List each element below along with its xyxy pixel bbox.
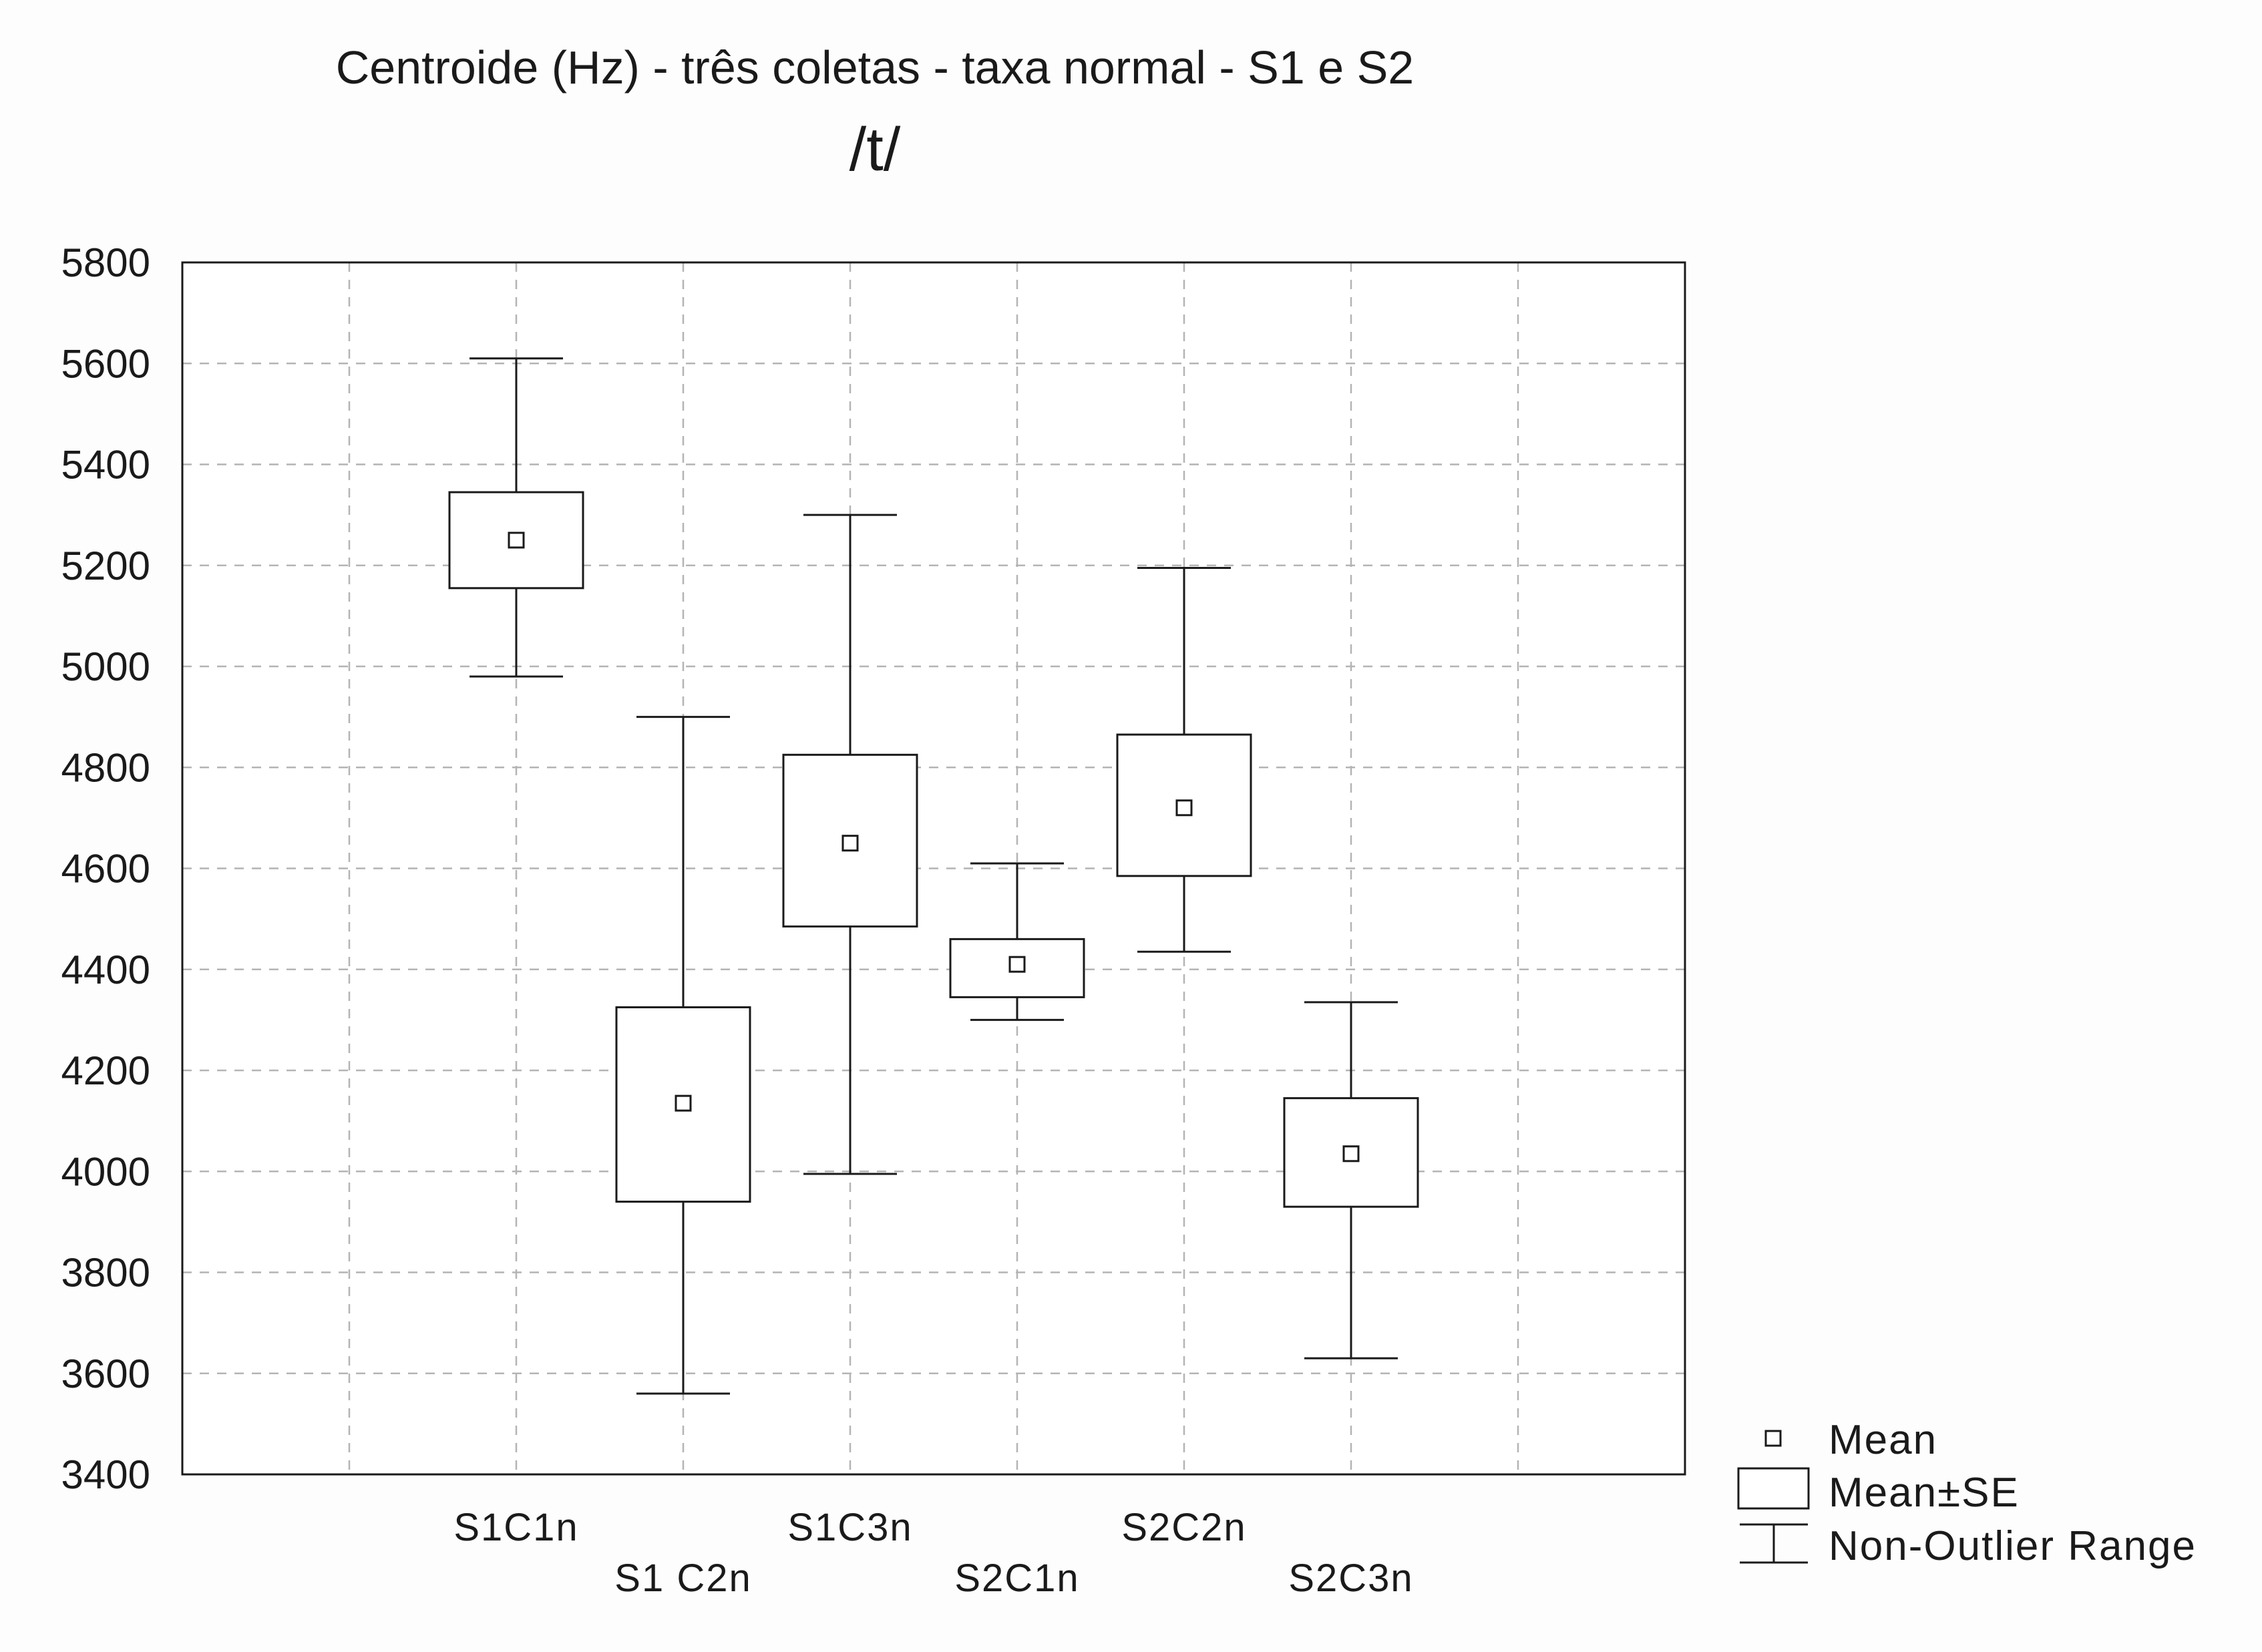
mean-marker (1342, 1145, 1360, 1163)
mean-marker (1008, 956, 1026, 973)
box-group (949, 862, 1085, 1021)
mean-marker (508, 532, 525, 549)
y-tick-label: 4600 (61, 847, 150, 891)
boxes-layer (448, 357, 1419, 1395)
plot-frame (181, 261, 1686, 1476)
legend-mean-marker (1764, 1430, 1782, 1447)
y-tick-label: 4400 (61, 948, 150, 992)
x-category-label: S2C3n (1288, 1557, 1413, 1600)
mean-marker (841, 835, 859, 852)
legend-label-mean: Mean (1829, 1417, 1937, 1463)
legend-range-marker (1740, 1523, 1808, 1564)
x-category-label: S1 C2n (614, 1557, 751, 1600)
chart-title: Centroide (Hz) - três coletas - taxa nor… (336, 41, 1414, 93)
y-tick-label: 5400 (61, 443, 150, 487)
grid-lines (182, 262, 1685, 1474)
legend-label-se: Mean±SE (1829, 1470, 2020, 1516)
y-tick-label: 5000 (61, 644, 150, 689)
box-group (615, 716, 751, 1395)
y-tick-label: 3800 (61, 1251, 150, 1295)
y-tick-label: 4000 (61, 1149, 150, 1194)
y-tick-label: 3400 (61, 1452, 150, 1497)
legend: Mean Mean±SE Non-Outlier Range (1737, 1417, 2197, 1569)
y-tick-label: 5200 (61, 544, 150, 588)
legend-se-box-marker (1737, 1467, 1810, 1510)
x-category-label: S2C2n (1121, 1506, 1246, 1549)
chart-subtitle: /t/ (850, 116, 901, 184)
y-tick-label: 4200 (61, 1048, 150, 1093)
box-group (782, 513, 918, 1175)
mean-marker (1175, 799, 1193, 817)
x-category-label: S1C3n (787, 1506, 912, 1549)
legend-label-range: Non-Outlier Range (1829, 1523, 2197, 1569)
se-box (1116, 733, 1252, 877)
y-tick-label: 4800 (61, 745, 150, 790)
box-group (1283, 1001, 1419, 1360)
se-box (448, 491, 584, 590)
y-tick-label: 5800 (61, 240, 150, 285)
box-group (1116, 567, 1252, 953)
box-group (448, 357, 584, 678)
y-axis-tick-labels: 3400 3600 3800 4000 4200 4400 4600 4800 5000 5200… (61, 240, 150, 1497)
mean-marker (675, 1094, 692, 1112)
x-category-label: S1C1n (453, 1506, 578, 1549)
x-axis-category-labels: S1C1n S1 C2n S1C3n S2C1n S2C2n S2C3n (453, 1506, 1413, 1600)
y-tick-label: 3600 (61, 1352, 150, 1396)
y-tick-label: 5600 (61, 341, 150, 386)
x-category-label: S2C1n (954, 1557, 1079, 1600)
